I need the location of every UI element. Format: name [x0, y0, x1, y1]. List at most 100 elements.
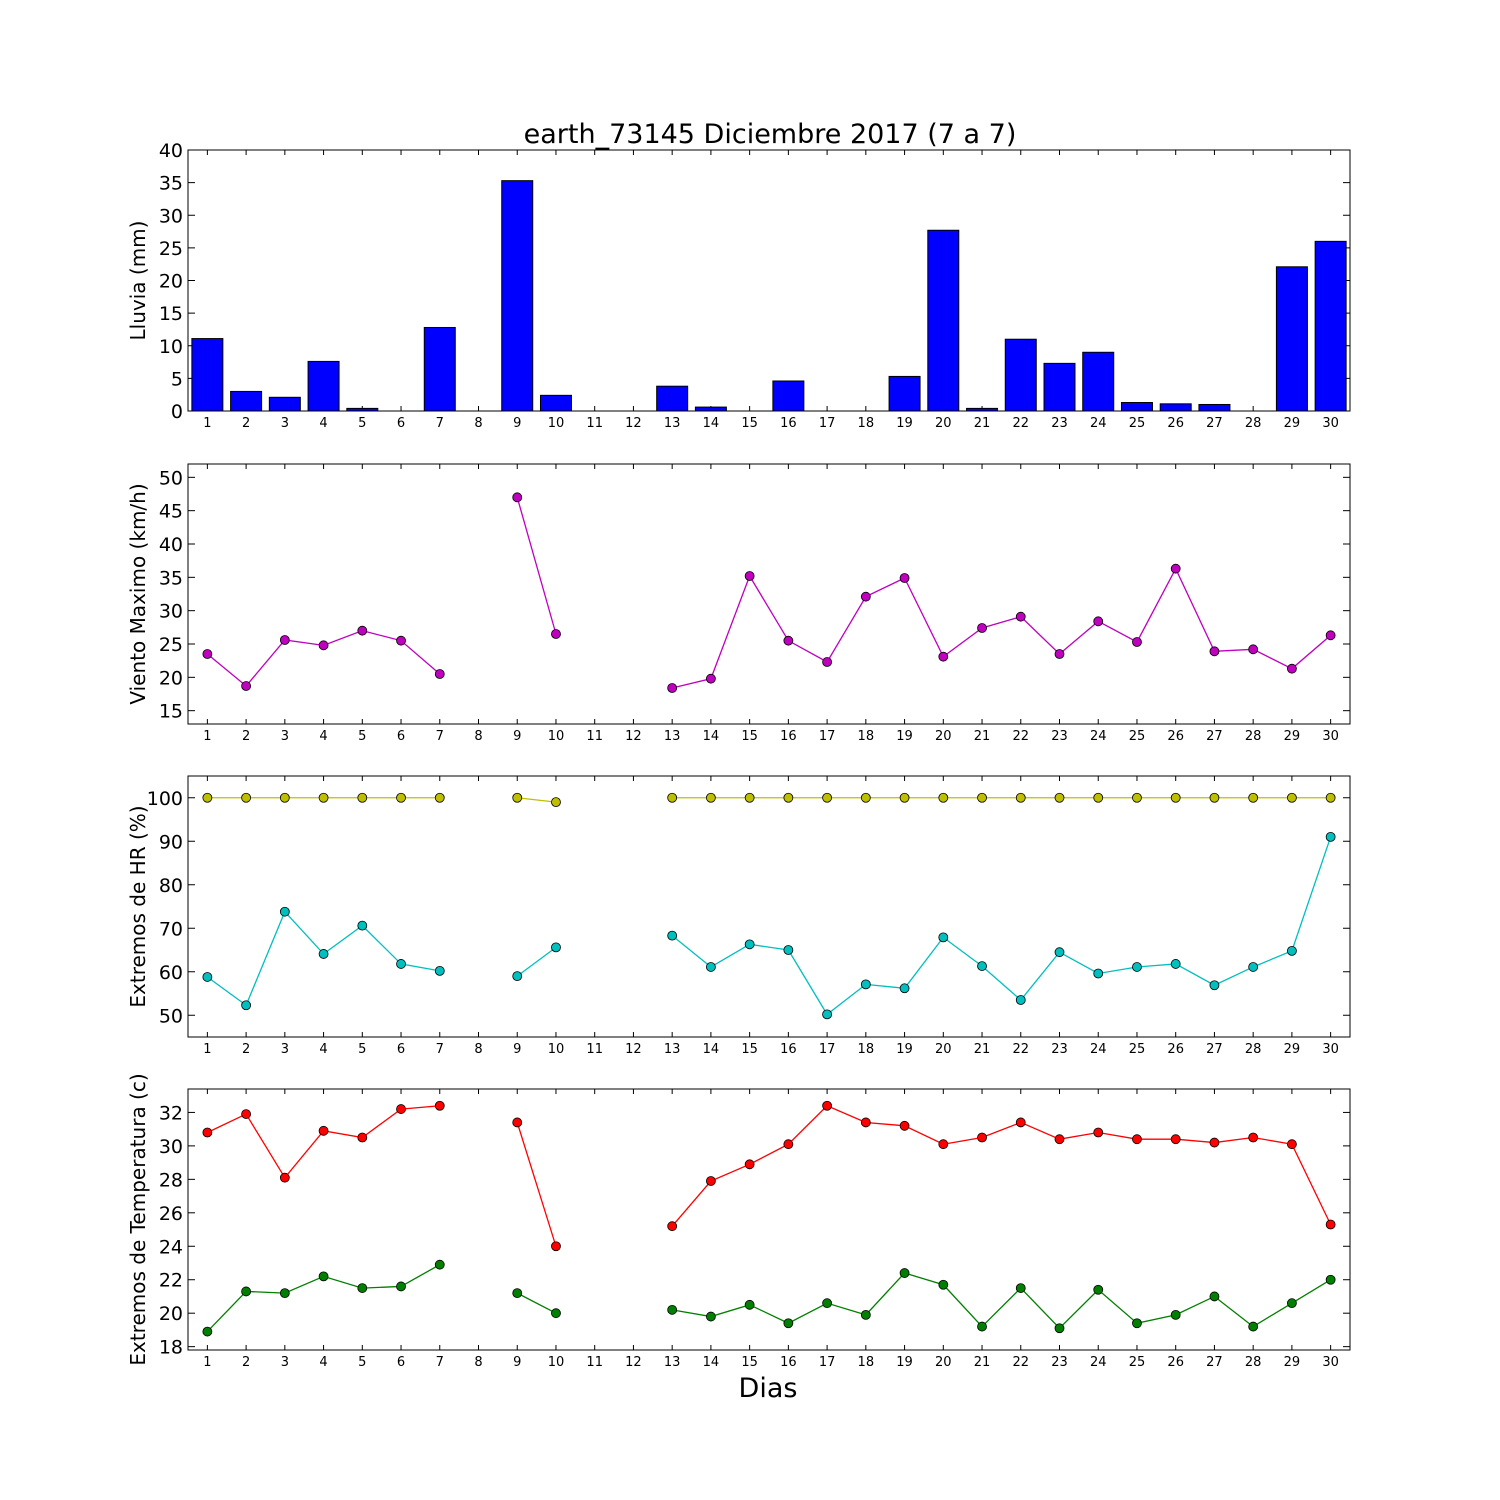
- rain-bar: [191, 338, 224, 412]
- wind-point: [706, 673, 716, 684]
- hr-min-line: [671, 836, 1332, 1016]
- y-tick-label: 50: [159, 467, 183, 489]
- x-tick-label: 12: [625, 416, 642, 431]
- x-tick-label: 13: [664, 1355, 681, 1370]
- x-tick-label: 3: [281, 1355, 289, 1370]
- wind-point: [1209, 646, 1220, 657]
- hr-max-point: [1054, 792, 1065, 803]
- x-tick-label: 4: [319, 416, 327, 431]
- y-axis-label: Extremos de HR (%): [126, 805, 150, 1007]
- x-tick-label: 11: [586, 1355, 603, 1370]
- temp-min-point: [279, 1288, 290, 1299]
- x-tick-label: 7: [436, 1355, 444, 1370]
- x-tick-label: 7: [436, 416, 444, 431]
- x-tick-label: 27: [1206, 1042, 1223, 1057]
- rain-bar: [268, 396, 301, 412]
- x-tick-label: 27: [1206, 729, 1223, 744]
- x-tick-label: 20: [935, 416, 952, 431]
- x-tick-label: 29: [1284, 1042, 1301, 1057]
- hr-max-point: [1287, 792, 1297, 803]
- temp-max-point: [279, 1172, 290, 1183]
- wind-point: [938, 651, 949, 662]
- x-tick-label: 7: [436, 1042, 444, 1057]
- hr-min-point: [318, 949, 329, 959]
- x-tick-label: 29: [1284, 1355, 1301, 1370]
- temp-max-point: [434, 1100, 445, 1111]
- temp-max-point: [783, 1139, 794, 1150]
- temp-max-point: [396, 1104, 406, 1114]
- x-tick-label: 14: [703, 416, 720, 431]
- x-tick-label: 3: [281, 416, 289, 431]
- wind-point: [318, 640, 329, 651]
- temp-min-point: [667, 1304, 678, 1315]
- x-tick-label: 8: [474, 416, 482, 431]
- x-tick-label: 26: [1167, 1355, 1184, 1370]
- x-tick-label: 21: [974, 1355, 991, 1370]
- x-tick-label: 22: [1012, 1042, 1029, 1057]
- wind-point: [977, 623, 987, 633]
- x-tick-label: 21: [974, 729, 991, 744]
- temp-max-point: [1093, 1127, 1104, 1138]
- x-tick-label: 2: [242, 1042, 250, 1057]
- temp-min-point: [822, 1298, 832, 1309]
- x-tick-label: 29: [1284, 416, 1301, 431]
- x-tick-label: 28: [1245, 1042, 1262, 1057]
- temp-max-point: [1248, 1132, 1259, 1143]
- rain-bar: [501, 180, 534, 412]
- y-tick-label: 70: [159, 918, 183, 940]
- hr-max-point: [434, 792, 445, 803]
- x-tick-label: 10: [548, 1355, 565, 1370]
- y-tick-label: 30: [159, 1136, 183, 1158]
- y-tick-label: 28: [159, 1169, 183, 1191]
- x-tick-label: 22: [1012, 729, 1029, 744]
- temp-min-point: [977, 1321, 987, 1332]
- wind-line: [516, 497, 557, 635]
- x-tick-label: 1: [203, 1042, 211, 1057]
- x-tick-label: 10: [548, 1042, 565, 1057]
- x-tick-label: 20: [935, 729, 952, 744]
- temp-min-point: [551, 1308, 561, 1319]
- y-tick-label: 18: [159, 1337, 183, 1359]
- hr-min-point: [706, 962, 716, 972]
- x-tick-label: 23: [1051, 1355, 1068, 1370]
- x-tick-label: 19: [896, 729, 913, 744]
- x-tick-label: 17: [819, 416, 836, 431]
- y-tick-label: 15: [159, 303, 183, 325]
- x-tick-label: 17: [819, 1042, 836, 1057]
- hr-max-point: [1132, 792, 1142, 803]
- hr-min-point: [783, 945, 794, 955]
- temp-max-point: [1325, 1219, 1336, 1230]
- temp-max-point: [744, 1159, 755, 1170]
- rain-bar: [1004, 338, 1037, 412]
- y-axis-label: Lluvia (mm): [126, 221, 150, 341]
- x-tick-label: 20: [935, 1355, 952, 1370]
- wind-point: [357, 625, 368, 636]
- x-tick-label: 11: [586, 1042, 603, 1057]
- hr-min-point: [860, 979, 871, 990]
- hr-min-point: [1287, 945, 1297, 956]
- x-tick-label: 5: [358, 416, 366, 431]
- hr-min-point: [512, 971, 523, 981]
- hr-max-point: [512, 792, 523, 803]
- temp-min-point: [1170, 1309, 1181, 1320]
- temp-max-point: [551, 1241, 561, 1252]
- wind-point: [744, 571, 755, 581]
- temp-max-point: [241, 1109, 252, 1119]
- rain-bar: [1275, 266, 1308, 412]
- temp-max-line: [516, 1122, 557, 1247]
- temp-max-point: [899, 1120, 910, 1131]
- x-tick-label: 21: [974, 1042, 991, 1057]
- temp-min-point: [202, 1326, 213, 1337]
- x-tick-label: 30: [1322, 416, 1339, 431]
- x-tick-label: 13: [664, 1042, 681, 1057]
- x-tick-label: 6: [397, 1355, 405, 1370]
- x-tick-label: 1: [203, 729, 211, 744]
- x-tick-label: 9: [513, 416, 521, 431]
- x-tick-label: 25: [1129, 1042, 1146, 1057]
- rain-bar: [230, 390, 263, 412]
- temp-min-point: [938, 1279, 949, 1290]
- temp-max-point: [202, 1127, 213, 1138]
- x-tick-label: 12: [625, 1042, 642, 1057]
